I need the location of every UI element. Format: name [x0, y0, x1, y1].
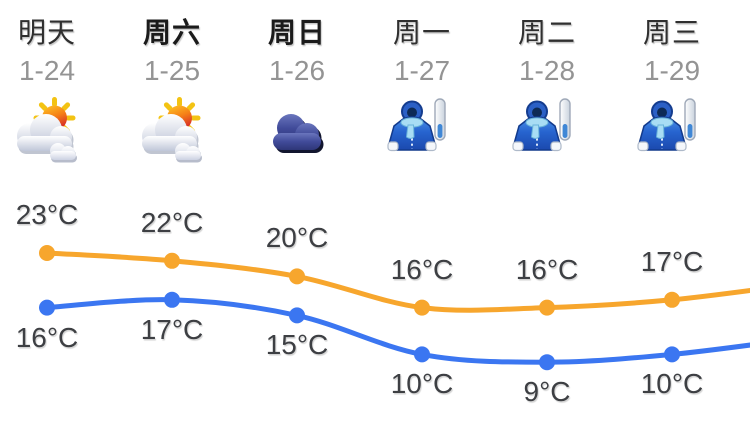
low-temp-label: 10°C — [390, 368, 454, 400]
forecast-day-column: 周六 1-25 — [110, 0, 235, 166]
high-temp-point — [164, 252, 180, 269]
day-name: 周三 — [642, 17, 701, 48]
forecast-day-column: 周日 1-26 — [235, 0, 360, 166]
low-temp-label: 9°C — [523, 376, 571, 408]
day-date: 1-28 — [518, 55, 576, 86]
high-temp-label: 16°C — [390, 253, 454, 285]
low-temp-label: 16°C — [15, 321, 79, 353]
cold-icon — [360, 94, 485, 166]
day-date: 1-29 — [643, 55, 701, 86]
day-date: 1-26 — [268, 55, 326, 86]
day-date: 1-27 — [393, 55, 451, 86]
high-temp-point — [539, 299, 555, 316]
cold-icon — [485, 94, 610, 166]
low-temp-label: 10°C — [640, 368, 704, 400]
day-date: 1-24 — [18, 55, 76, 86]
day-name: 明天 — [17, 17, 76, 48]
day-name: 周一 — [392, 17, 451, 48]
high-temp-point — [664, 291, 680, 308]
low-temp-point — [414, 346, 430, 363]
forecast-day-column: 周三 1-29 — [610, 0, 735, 166]
high-temp-label: 17°C — [640, 245, 704, 277]
low-temp-point — [664, 346, 680, 363]
high-temp-label: 23°C — [15, 199, 79, 230]
cold-icon — [610, 94, 735, 166]
cloudy-icon — [235, 94, 360, 166]
partly-cloudy-icon — [110, 94, 235, 166]
forecast-day-column: 明天 1-24 — [0, 0, 110, 166]
high-temp-label: 16°C — [515, 253, 579, 285]
forecast-day-column: 周一 1-27 — [360, 0, 485, 166]
day-date: 1-25 — [143, 55, 201, 86]
forecast-day-column: 周二 1-28 — [485, 0, 610, 166]
high-temp-point — [414, 299, 430, 316]
low-temp-point — [39, 299, 55, 316]
low-temp-point — [289, 307, 305, 324]
partly-cloudy-icon — [0, 94, 110, 166]
day-name: 周二 — [517, 17, 576, 48]
day-name: 周六 — [142, 17, 201, 48]
high-temp-point — [289, 268, 305, 285]
high-temp-point — [39, 245, 55, 261]
low-temp-label: 17°C — [140, 313, 204, 345]
low-temp-point — [164, 291, 180, 308]
high-temp-label: 22°C — [140, 206, 204, 238]
low-temp-point — [539, 354, 555, 371]
low-temp-label: 15°C — [265, 329, 329, 361]
day-name: 周日 — [267, 17, 326, 48]
high-temp-label: 20°C — [265, 222, 329, 254]
